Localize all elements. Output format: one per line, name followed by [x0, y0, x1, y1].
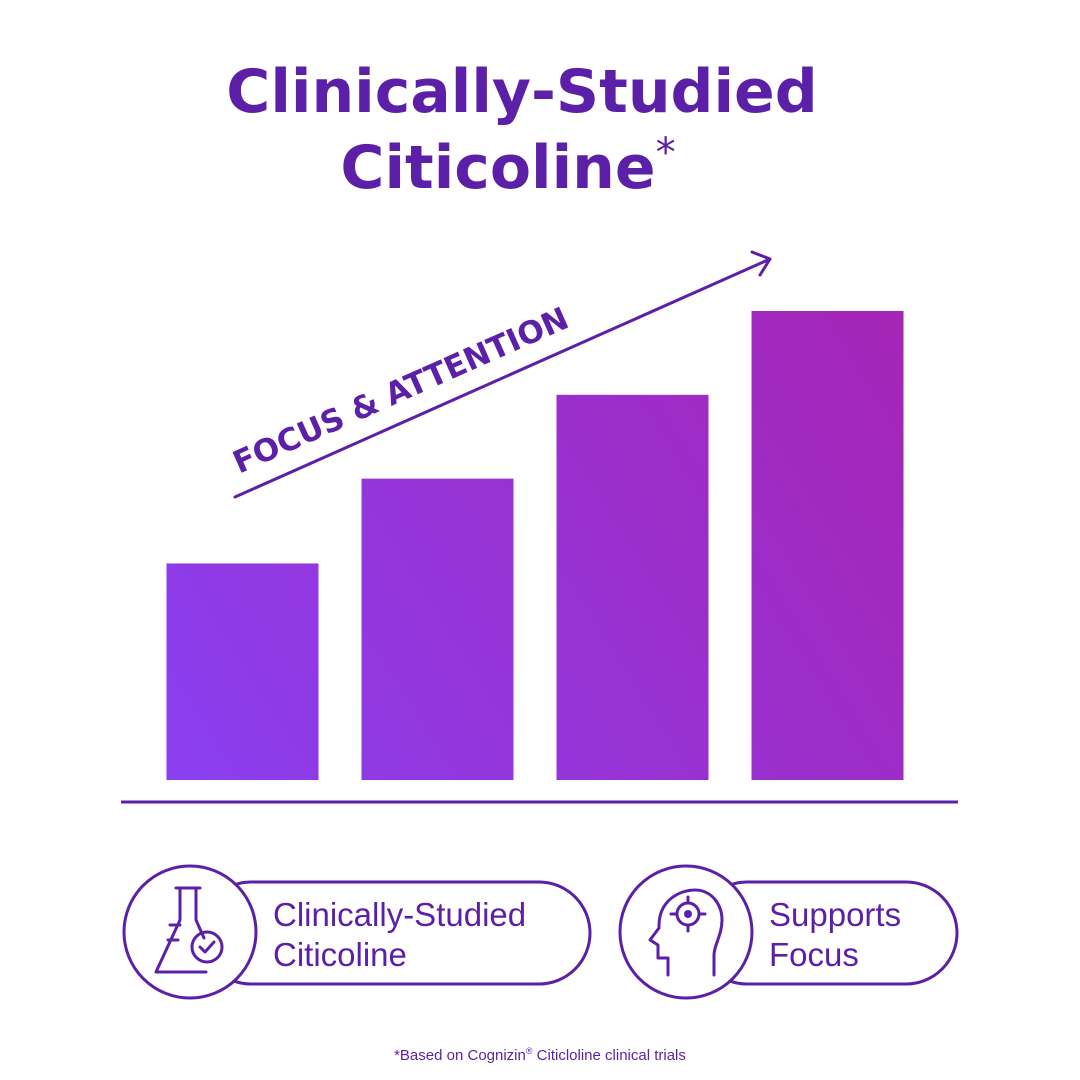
- bar: [361, 478, 514, 780]
- footnote: *Based on Cognizin® Citicloline clinical…: [394, 1046, 686, 1064]
- head-icon: [648, 888, 724, 977]
- badge-circle: [618, 864, 754, 1000]
- badge-circle: [122, 864, 258, 1000]
- flask-icon: [166, 923, 182, 942]
- badge: Supports Focus: [618, 864, 959, 1000]
- arrow-head: [750, 250, 772, 277]
- trend-arrow: [233, 257, 772, 499]
- title-line: Citicoline: [340, 133, 655, 203]
- badge-text: Citicoline: [273, 936, 407, 973]
- badge-text: Clinically-Studied: [273, 896, 526, 933]
- title-line: Citicoline*: [340, 130, 675, 203]
- footnote-text: *Based on Cognizin: [394, 1047, 526, 1064]
- bar: [166, 563, 319, 780]
- footnote-mark: ®: [526, 1046, 533, 1056]
- check-icon: [198, 940, 216, 954]
- bars: [166, 311, 904, 780]
- title-line: Clinically-Studied: [226, 57, 817, 127]
- target-icon: [669, 895, 707, 933]
- badge: Clinically-Studied Citicoline: [122, 864, 592, 1000]
- badge-text: Focus: [769, 936, 859, 973]
- target-icon: [684, 910, 692, 918]
- badge-text: Supports: [769, 896, 901, 933]
- bar: [556, 394, 709, 780]
- footnote-text: Citicloline clinical trials: [533, 1047, 686, 1064]
- check-icon: [190, 930, 224, 964]
- annotation: FOCUS & ATTENTION: [228, 301, 574, 482]
- bar: [751, 311, 904, 780]
- title-mark: *: [656, 130, 676, 176]
